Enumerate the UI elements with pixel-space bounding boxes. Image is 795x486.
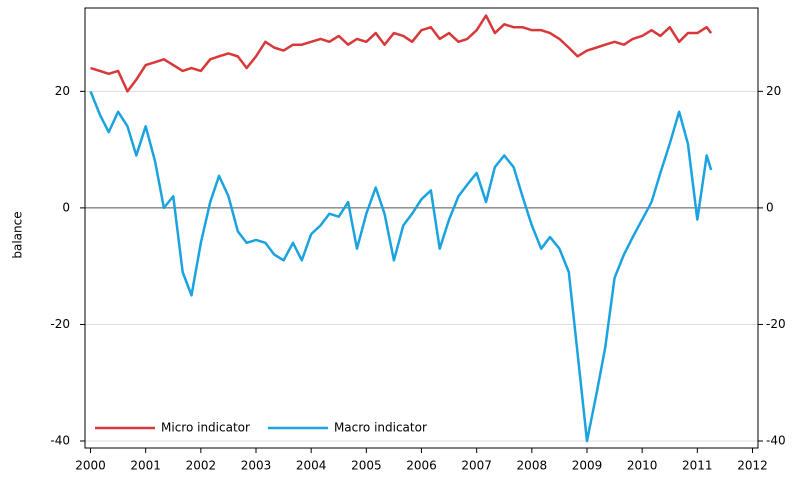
y-tick-label: -20: [50, 317, 70, 331]
series-line: [90, 14, 713, 93]
y-tick-label: 0: [62, 200, 70, 214]
y2-tick-label: -40: [766, 434, 786, 448]
x-tick-label: 2008: [517, 459, 548, 473]
x-tick-label: 2004: [296, 459, 327, 473]
x-tick-label: 2003: [241, 459, 272, 473]
y2-tick-label: -20: [766, 317, 786, 331]
x-tick-label: 2012: [737, 459, 768, 473]
legend-label: Macro indicator: [334, 421, 427, 435]
y-tick-label: 20: [55, 84, 70, 98]
x-tick-label: 2001: [130, 459, 161, 473]
x-tick-label: 2007: [461, 459, 492, 473]
x-tick-label: 2006: [406, 459, 437, 473]
x-tick-label: 2009: [572, 459, 603, 473]
y-axis-label: balance: [11, 211, 25, 258]
x-tick-label: 2011: [682, 459, 713, 473]
plot-frame: [84, 7, 759, 449]
legend-label: Micro indicator: [161, 421, 250, 435]
x-tick-label: 2002: [186, 459, 217, 473]
y-tick-label: -40: [50, 434, 70, 448]
x-tick-label: 2010: [627, 459, 658, 473]
series-line: [89, 90, 713, 443]
y2-tick-label: 20: [766, 84, 781, 98]
x-tick-label: 2005: [351, 459, 382, 473]
y2-tick-label: 0: [766, 200, 774, 214]
x-tick-label: 2000: [75, 459, 106, 473]
